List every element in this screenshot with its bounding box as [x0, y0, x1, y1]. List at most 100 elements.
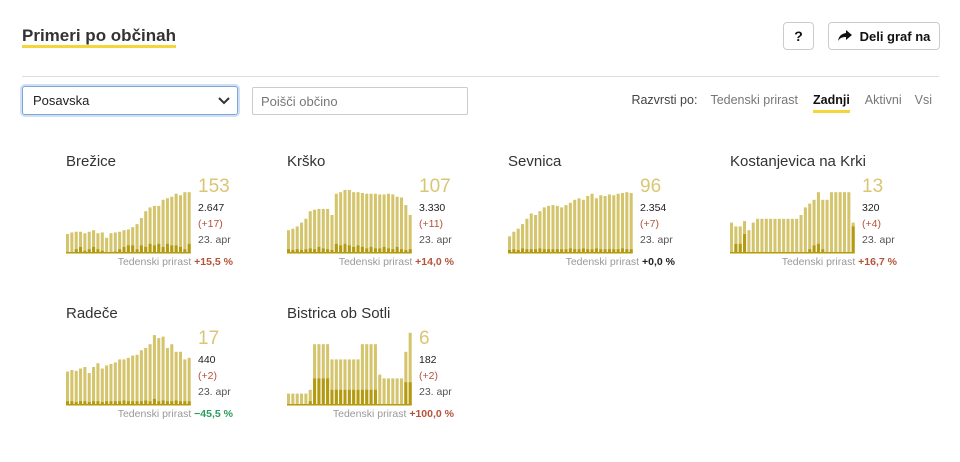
sort-label: Razvrsti po: [631, 93, 698, 107]
chart-bar-new [612, 249, 616, 253]
chart-bar [300, 393, 304, 405]
chart-bar [304, 393, 308, 405]
weekly-growth: Tedenski prirast +14,0 % [287, 256, 454, 268]
sort-option-latest[interactable]: Zadnji [812, 93, 850, 113]
chart-bar [83, 367, 87, 405]
municipality-card[interactable]: Bistrica ob Sotli 6 182 (+2) 23. apr Ted… [287, 305, 492, 440]
chart-bar-new [187, 243, 191, 253]
chart-bar-new [96, 249, 100, 253]
chart-bar-new [135, 401, 139, 405]
chart-bar [738, 226, 742, 253]
chart-bar [408, 215, 412, 253]
active-cases-value: 96 [640, 176, 662, 197]
chart-bar-new [334, 243, 338, 253]
chart-bar-new [317, 246, 321, 253]
chart-bar-new [187, 401, 191, 405]
chart-bar [321, 208, 325, 253]
help-button[interactable]: ? [783, 22, 814, 50]
date-label: 23. apr [419, 234, 452, 246]
chart-bar [174, 193, 178, 253]
chart-bar-new [105, 401, 109, 405]
chart-bar [360, 192, 364, 253]
chart-bar-new [321, 378, 325, 405]
page-title: Primeri po občinah [22, 26, 176, 45]
chart-bar-new [404, 249, 408, 253]
chart-bar [590, 193, 594, 253]
chart-bar [821, 199, 825, 253]
chart-bar [408, 332, 412, 405]
active-cases-value: 107 [419, 176, 451, 197]
chart-bar [625, 192, 629, 253]
chart-bar [122, 359, 126, 405]
chart-bar [79, 231, 83, 253]
chart-bar [74, 370, 78, 405]
chart-bar-new [564, 249, 568, 253]
chart-bar-new [339, 245, 343, 253]
chart-bar-new [152, 398, 156, 405]
daily-delta: (+7) [640, 218, 659, 230]
weekly-growth-label: Tedenski prirast [117, 408, 192, 420]
chart-bar-new [378, 248, 382, 253]
chart-bar [612, 195, 616, 253]
chart-bar-new [161, 246, 165, 253]
chart-bar-new [92, 401, 96, 405]
municipality-name: Radeče [66, 305, 118, 322]
share-arrow-icon [837, 30, 852, 41]
chart-bar-new [139, 245, 143, 253]
chart-bar [339, 359, 343, 405]
chart-bar [542, 207, 546, 253]
chart-bar [360, 344, 364, 405]
chart-bar-new [821, 249, 825, 253]
chart-bar [105, 237, 109, 253]
chart-bar [378, 374, 382, 405]
chart-bar [304, 218, 308, 253]
sort-option-active[interactable]: Aktivni [864, 93, 902, 107]
chart-bar [508, 236, 512, 253]
weekly-growth-value: +15,5 % [194, 256, 233, 268]
municipality-card[interactable]: Brežice 153 2.647 (+17) 23. apr Tedenski… [66, 153, 271, 288]
chart-bar [152, 335, 156, 405]
chart-bar-new [92, 246, 96, 253]
chart-bar-new [152, 245, 156, 253]
municipality-search-input[interactable]: Poišči občino [252, 87, 468, 115]
chart-bar-new [408, 382, 412, 405]
chart-bar [790, 218, 794, 253]
share-button[interactable]: Deli graf na [828, 22, 940, 50]
sort-option-weekly-growth[interactable]: Tedenski prirast [710, 93, 798, 107]
chart-bar-new [352, 246, 356, 253]
chart-bar [391, 378, 395, 405]
chart-bar [786, 218, 790, 253]
chart-bar [170, 196, 174, 253]
chart-bar-new [122, 246, 126, 253]
weekly-growth: Tedenski prirast +15,5 % [66, 256, 233, 268]
region-select[interactable]: Posavska [22, 86, 238, 115]
chart-bar [586, 196, 590, 253]
chart-bar [808, 203, 812, 253]
chart-bar [144, 211, 148, 253]
municipality-card[interactable]: Sevnica 96 2.354 (+7) 23. apr Tedenski p… [508, 153, 713, 288]
chart-bar [829, 192, 833, 253]
chart-bar [347, 189, 351, 253]
municipality-card[interactable]: Kostanjevica na Krki 13 320 (+4) 23. apr… [730, 153, 935, 288]
weekly-growth: Tedenski prirast +100,0 % [287, 408, 454, 420]
municipality-card[interactable]: Radeče 17 440 (+2) 23. apr Tedenski prir… [66, 305, 271, 440]
chart-bar [144, 348, 148, 405]
chart-bar [308, 211, 312, 253]
chart-bar-new [516, 249, 520, 253]
chart-bar [391, 194, 395, 253]
weekly-growth: Tedenski prirast +0,0 % [508, 256, 675, 268]
chart-bar-new [96, 401, 100, 405]
chart-bar [760, 218, 764, 253]
chart-bar [165, 198, 169, 253]
chart-baseline [730, 252, 855, 254]
chart-bar-new [391, 249, 395, 253]
municipality-card[interactable]: Krško 107 3.330 (+11) 23. apr Tedenski p… [287, 153, 492, 288]
chart-bar-new [165, 401, 169, 405]
chart-bar [382, 378, 386, 405]
chart-bar [847, 192, 851, 253]
chart-bar [330, 359, 334, 405]
sort-option-all[interactable]: Vsi [914, 93, 932, 107]
municipality-name: Brežice [66, 153, 117, 170]
chart-bar-new [330, 249, 334, 253]
divider [22, 76, 939, 77]
